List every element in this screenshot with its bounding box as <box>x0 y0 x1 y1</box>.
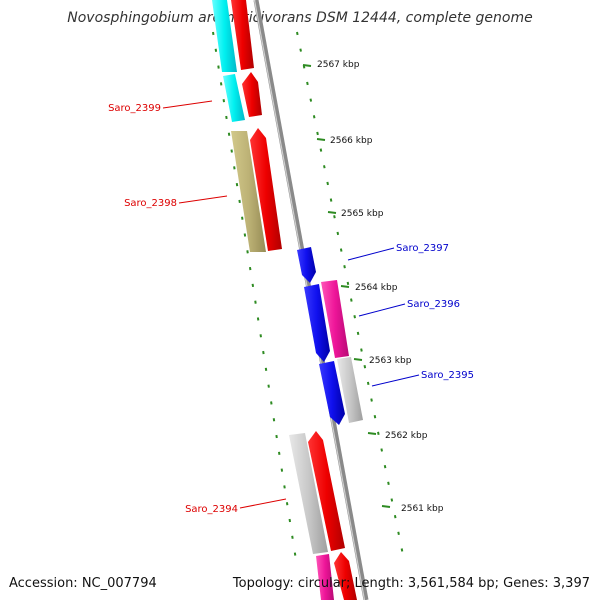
gene-label-saro-2398[interactable]: Saro_2398 <box>124 195 228 209</box>
svg-text:2567 kbp: 2567 kbp <box>317 60 360 70</box>
gene-arrow-saro-2394[interactable] <box>308 431 345 551</box>
cds-feature-pink[interactable] <box>321 280 349 358</box>
kbp-marker: 2561 kbp <box>381 504 444 514</box>
gene-label-saro-2394[interactable]: Saro_2394 <box>185 498 287 515</box>
accession-text: Accession: NC_007794 <box>9 576 157 591</box>
svg-text:2561 kbp: 2561 kbp <box>401 504 444 514</box>
svg-text:Saro_2394: Saro_2394 <box>185 504 238 515</box>
map-title: Novosphingobium aromaticivorans DSM 1244… <box>67 10 532 26</box>
gene-label-saro-2399[interactable]: Saro_2399 <box>108 100 213 114</box>
gene-arrow-saro-2396[interactable] <box>304 284 330 362</box>
svg-text:Saro_2398: Saro_2398 <box>124 198 177 209</box>
cds-feature-cyan[interactable] <box>212 0 237 72</box>
gene-arrow-saro-2399[interactable] <box>242 72 262 117</box>
gene-arrow-saro-2395[interactable] <box>319 361 345 425</box>
gene-arrow-saro-2398[interactable] <box>250 128 282 251</box>
gene-label-saro-2397[interactable]: Saro_2397 <box>347 243 449 261</box>
svg-text:Saro_2395: Saro_2395 <box>421 370 474 381</box>
topology-text: Topology: circular; Length: 3,561,584 bp… <box>232 576 590 591</box>
kbp-marker: 2565 kbp <box>327 209 384 219</box>
kbp-marker: 2562 kbp <box>367 431 428 441</box>
svg-text:2565 kbp: 2565 kbp <box>341 209 384 219</box>
svg-text:2562 kbp: 2562 kbp <box>385 431 428 441</box>
gene-label-saro-2395[interactable]: Saro_2395 <box>371 370 474 387</box>
svg-text:2564 kbp: 2564 kbp <box>355 283 398 293</box>
svg-text:Saro_2397: Saro_2397 <box>396 243 449 254</box>
cds-feature-pink[interactable] <box>316 554 334 600</box>
svg-text:Saro_2396: Saro_2396 <box>407 299 460 310</box>
cds-feature-gray[interactable] <box>289 433 328 554</box>
svg-text:2563 kbp: 2563 kbp <box>369 356 412 366</box>
svg-text:Saro_2399: Saro_2399 <box>108 103 161 114</box>
cds-feature-gray[interactable] <box>337 357 363 423</box>
kbp-marker: 2563 kbp <box>353 356 412 366</box>
gene-arrow-forward[interactable] <box>334 552 357 600</box>
cds-feature-cyan[interactable] <box>223 74 245 122</box>
kbp-marker: 2564 kbp <box>340 283 398 293</box>
gene-label-saro-2396[interactable]: Saro_2396 <box>358 299 460 317</box>
svg-text:2566 kbp: 2566 kbp <box>330 136 373 146</box>
cds-feature-olive[interactable] <box>231 131 266 252</box>
gene-arrow-saro-2397[interactable] <box>297 247 316 283</box>
kbp-marker: 2567 kbp <box>302 60 360 70</box>
gene-arrow-forward[interactable] <box>231 0 254 70</box>
kbp-marker: 2566 kbp <box>316 136 373 146</box>
